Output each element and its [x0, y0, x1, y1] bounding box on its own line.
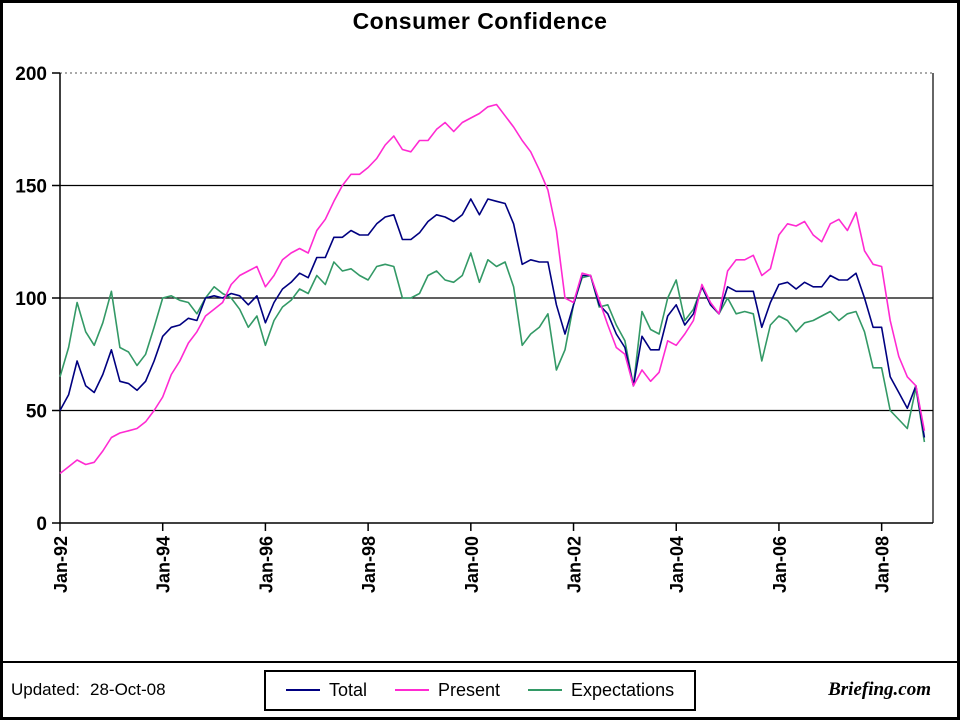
legend-item-label: Expectations	[571, 679, 675, 700]
x-axis-tick-label: Jan-92	[51, 536, 71, 593]
legend-line-sample-expectations	[528, 689, 563, 691]
legend: Total Present Expectations	[263, 669, 697, 711]
series-line-present	[59, 103, 926, 475]
x-axis-tick-label: Jan-96	[256, 536, 276, 593]
chart-canvas: 0 50 100 150 200 Jan-92 Jan-94 Jan-96 Jan-98 Jan-…	[15, 64, 934, 593]
y-axis-tick-label: 200	[15, 64, 47, 85]
brand-text: Briefing.com	[828, 679, 932, 700]
legend-item-expectations: Expectations	[528, 680, 674, 701]
legend-item-present: Present	[394, 679, 501, 701]
y-axis-tick-label: 50	[26, 402, 47, 423]
x-axis-tick-label: Jan-04	[667, 536, 687, 593]
legend-item-label: Present	[437, 679, 501, 700]
chart-title: Consumer Confidence	[352, 8, 608, 34]
series-line-total	[59, 198, 926, 438]
updated-text: Updated: 28-Oct-08	[11, 680, 166, 700]
x-axis-tick-label: Jan-94	[154, 536, 174, 593]
x-axis-tick-label: Jan-08	[873, 536, 893, 593]
x-axis-tick-label: Jan-02	[565, 536, 585, 593]
y-axis-tick-label: 100	[15, 289, 47, 310]
x-axis-tick-label: Jan-06	[770, 536, 790, 593]
legend-line-sample-total	[285, 689, 320, 691]
series-line-expectations	[59, 252, 926, 443]
legend-item-label: Total	[328, 679, 367, 700]
x-axis-tick-label: Jan-00	[462, 536, 482, 593]
footer-left: Updated: 28-Oct-08	[3, 680, 264, 700]
footer-right: Briefing.com	[696, 679, 957, 701]
updated-label: Updated:	[11, 680, 80, 699]
x-axis-tick-label: Jan-98	[359, 536, 379, 593]
y-axis-tick-label: 150	[15, 177, 47, 198]
updated-value: 28-Oct-08	[90, 680, 166, 699]
footer: Updated: 28-Oct-08 Total Present Expectatio…	[3, 661, 957, 717]
legend-line-sample-present	[394, 689, 429, 691]
y-axis-tick-label: 0	[36, 514, 47, 535]
legend-item-total: Total	[285, 679, 367, 701]
